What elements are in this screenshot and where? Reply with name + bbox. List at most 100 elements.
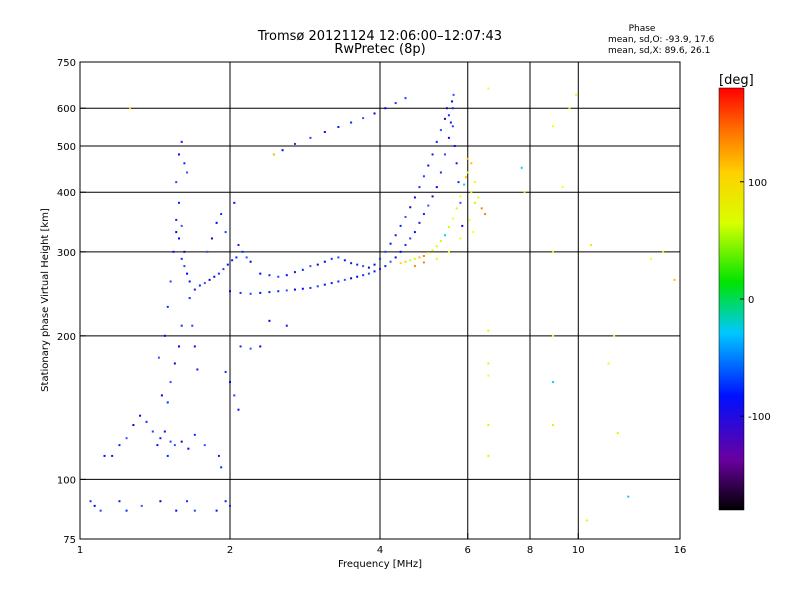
o-mode-point <box>439 129 442 132</box>
o-mode-point <box>452 93 455 96</box>
x-mode-point <box>589 244 592 247</box>
o-mode-point <box>268 274 271 277</box>
x-mode-point <box>473 201 476 204</box>
o-mode-point <box>451 100 454 103</box>
o-mode-point <box>373 270 376 273</box>
o-mode-point <box>323 283 326 286</box>
x-mode-point <box>466 157 469 160</box>
x-mode-point <box>451 217 454 220</box>
o-mode-point <box>125 509 128 512</box>
x-tick-label: 16 <box>674 545 687 556</box>
o-mode-point <box>206 250 209 253</box>
o-mode-point <box>394 256 397 259</box>
x-mode-point <box>473 181 476 184</box>
o-mode-point <box>220 466 223 469</box>
o-mode-point <box>156 444 159 447</box>
o-mode-point <box>229 290 231 293</box>
o-mode-point <box>285 289 288 292</box>
o-mode-point <box>193 288 196 291</box>
x-tick-label: 6 <box>465 545 471 556</box>
x-mode-point <box>439 240 442 243</box>
o-mode-point <box>173 444 176 447</box>
o-mode-point <box>177 237 180 240</box>
o-mode-point <box>309 265 312 268</box>
x-mode-point <box>129 107 132 110</box>
x-mode-point <box>422 261 425 264</box>
o-mode-point <box>203 444 206 447</box>
x-mode-point <box>627 495 630 498</box>
o-mode-point <box>175 181 178 184</box>
x-mode-point <box>470 162 473 165</box>
o-mode-point <box>459 201 462 204</box>
o-mode-point <box>409 237 412 240</box>
o-mode-point <box>362 274 365 277</box>
x-mode-point <box>472 231 475 234</box>
x-mode-point <box>575 93 578 96</box>
x-mode-point <box>520 166 523 169</box>
o-mode-point <box>281 149 284 152</box>
o-mode-point <box>226 263 229 266</box>
data-points <box>89 87 676 522</box>
x-mode-point <box>552 334 555 337</box>
o-mode-point <box>183 265 186 268</box>
x-mode-point <box>413 257 416 260</box>
o-mode-point <box>215 509 218 512</box>
o-mode-point <box>384 250 387 253</box>
o-mode-point <box>229 381 231 384</box>
o-mode-point <box>394 234 397 237</box>
colorbar-tick-label: 0 <box>748 295 754 306</box>
y-tick-label: 100 <box>57 475 76 486</box>
y-tick-label: 400 <box>57 188 76 199</box>
y-tick-label: 200 <box>57 332 76 343</box>
o-mode-point <box>384 107 387 110</box>
x-mode-point <box>399 262 402 265</box>
o-mode-point <box>159 500 162 503</box>
o-mode-point <box>151 430 154 433</box>
o-mode-point <box>177 201 180 204</box>
x-mode-point <box>487 454 490 457</box>
o-mode-point <box>404 97 407 100</box>
o-mode-point <box>93 504 96 507</box>
x-mode-point <box>418 256 421 259</box>
o-mode-point <box>356 263 359 266</box>
stats-heading: Phase <box>629 24 656 34</box>
o-mode-point <box>125 437 128 440</box>
o-mode-point <box>193 433 196 436</box>
o-mode-point <box>237 244 240 247</box>
x-mode-point <box>480 207 483 210</box>
o-mode-point <box>239 345 242 348</box>
o-mode-point <box>435 140 438 143</box>
x-mode-point <box>413 265 416 268</box>
o-mode-point <box>217 454 220 457</box>
o-mode-point <box>362 117 365 120</box>
o-mode-point <box>418 186 421 189</box>
grid-lines <box>80 62 680 539</box>
y-tick-label: 75 <box>63 535 76 546</box>
o-mode-point <box>186 171 189 174</box>
o-mode-point <box>259 272 262 275</box>
y-tick-label: 750 <box>57 58 76 69</box>
x-mode-point <box>470 191 473 194</box>
o-mode-point <box>323 130 326 133</box>
o-mode-point <box>259 345 262 348</box>
o-mode-point <box>343 259 346 262</box>
x-mode-point <box>487 362 490 365</box>
o-mode-point <box>350 262 353 265</box>
o-mode-point <box>166 401 169 404</box>
x-tick-label: 4 <box>377 545 383 556</box>
o-mode-point <box>193 509 196 512</box>
o-mode-point <box>249 292 252 295</box>
o-mode-point <box>384 265 387 268</box>
o-mode-point <box>175 509 178 512</box>
x-mode-point <box>616 432 619 435</box>
x-mode-point <box>484 213 487 216</box>
o-mode-point <box>293 142 296 145</box>
x-tick-label: 10 <box>572 545 585 556</box>
o-mode-point <box>422 213 425 216</box>
o-mode-point <box>404 244 407 247</box>
o-mode-point <box>337 256 340 259</box>
x-mode-point <box>435 257 438 260</box>
o-mode-point <box>139 414 142 417</box>
o-mode-point <box>140 504 143 507</box>
o-mode-point <box>235 256 238 259</box>
